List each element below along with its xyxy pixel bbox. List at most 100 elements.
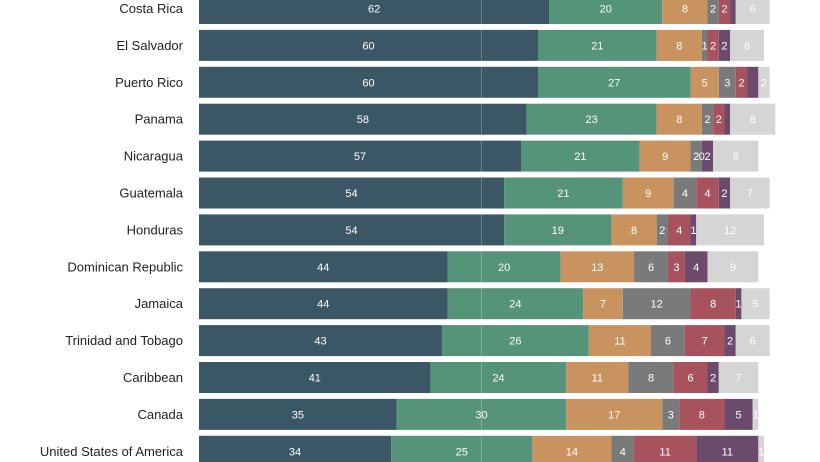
bar-segment (690, 214, 697, 246)
value-label: 4 (682, 188, 688, 200)
bar-segment (662, 398, 680, 430)
value-label: 19 (552, 225, 564, 237)
bar-segment (504, 177, 623, 209)
value-label: 11 (659, 446, 670, 458)
value-label: 6 (750, 4, 756, 16)
value-label: 1 (758, 446, 764, 458)
value-label: 2 (710, 373, 716, 385)
value-label: 8 (710, 299, 716, 311)
bar-segment (730, 103, 776, 135)
bar-segment (656, 214, 668, 246)
bar-segment (690, 140, 702, 172)
value-label: 54 (345, 225, 357, 237)
bar-segment (758, 435, 764, 462)
bar-segment (656, 29, 702, 61)
value-label: 8 (699, 409, 705, 421)
value-label: 8 (676, 114, 682, 126)
bar-segment (538, 66, 691, 98)
value-label: 8 (648, 373, 654, 385)
value-label: 5 (736, 409, 742, 421)
bar-segment (724, 398, 753, 430)
value-label: 7 (702, 336, 708, 348)
bar-segment (504, 214, 612, 246)
bar-segment (521, 140, 640, 172)
bar-segment (639, 140, 691, 172)
bar-segment (611, 435, 635, 462)
value-label: 60 (362, 77, 374, 89)
value-label: 7 (747, 188, 753, 200)
value-label: 7 (736, 373, 742, 385)
value-label: 1 (736, 299, 742, 311)
bar-segment (667, 214, 691, 246)
bar-segment (628, 362, 674, 393)
bar-segment (752, 398, 759, 430)
value-label: 17 (608, 409, 620, 421)
bars-group (199, 0, 776, 462)
value-label: 21 (574, 151, 586, 163)
bar-segment (622, 177, 674, 209)
bar-segment (199, 214, 505, 246)
category-label: Guatemala (119, 186, 183, 201)
bar-segment (718, 66, 736, 98)
value-label: 4 (693, 262, 699, 274)
bar-segment (441, 325, 589, 357)
bar-segment (724, 325, 736, 357)
value-label: 57 (354, 151, 366, 163)
bar-segment (199, 0, 550, 24)
value-label: 11 (614, 336, 625, 348)
bar-segment (735, 325, 770, 357)
bar-segment (532, 435, 612, 462)
bar-segment (673, 362, 708, 393)
bar-segment (199, 251, 448, 283)
value-label: 3 (724, 77, 730, 89)
value-label: 6 (665, 336, 671, 348)
value-label: 27 (608, 77, 620, 89)
bar-segment (396, 398, 567, 430)
bar-segment (651, 325, 685, 357)
value-label: 9 (662, 151, 668, 163)
value-label: 43 (314, 336, 326, 348)
bar-segment (701, 140, 714, 172)
value-label: 2 (721, 40, 727, 52)
value-label: 2 (704, 151, 710, 163)
value-label: 24 (492, 373, 504, 385)
bar-segment (199, 325, 442, 357)
value-label: 2 (761, 77, 767, 89)
bar-segment (199, 288, 448, 320)
category-label: Honduras (127, 222, 184, 237)
bar-segment (707, 0, 719, 24)
bar-segment (707, 29, 719, 61)
value-label: 6 (750, 336, 756, 348)
bar-segment (735, 0, 770, 24)
bar-segment (730, 29, 764, 61)
bar-segment (718, 177, 731, 209)
value-label: 14 (566, 446, 578, 458)
value-label: 20 (498, 262, 510, 274)
value-label: 2 (727, 336, 733, 348)
value-label: 62 (368, 4, 380, 16)
bar-segment (611, 214, 657, 246)
value-label: 5 (752, 299, 758, 311)
value-label: 1 (752, 409, 758, 421)
value-label: 2 (704, 114, 710, 126)
bar-segment (707, 251, 759, 283)
value-label: 58 (357, 114, 369, 126)
bar-segment (199, 398, 397, 430)
value-label: 1 (702, 40, 708, 52)
value-label: 8 (733, 151, 739, 163)
bar-segment (735, 66, 748, 98)
value-label: 6 (744, 40, 750, 52)
category-label: Jamaica (135, 296, 184, 311)
value-label: 12 (724, 225, 736, 237)
bar-segment (690, 288, 736, 320)
bar-segment (566, 398, 663, 430)
bar-segment (730, 177, 770, 209)
value-label: 6 (648, 262, 654, 274)
value-label: 21 (557, 188, 569, 200)
bar-segment (701, 103, 714, 135)
bar-segment (656, 103, 702, 135)
bar-segment (718, 362, 759, 393)
bar-segment (662, 0, 708, 24)
category-label: United States of America (40, 444, 184, 459)
